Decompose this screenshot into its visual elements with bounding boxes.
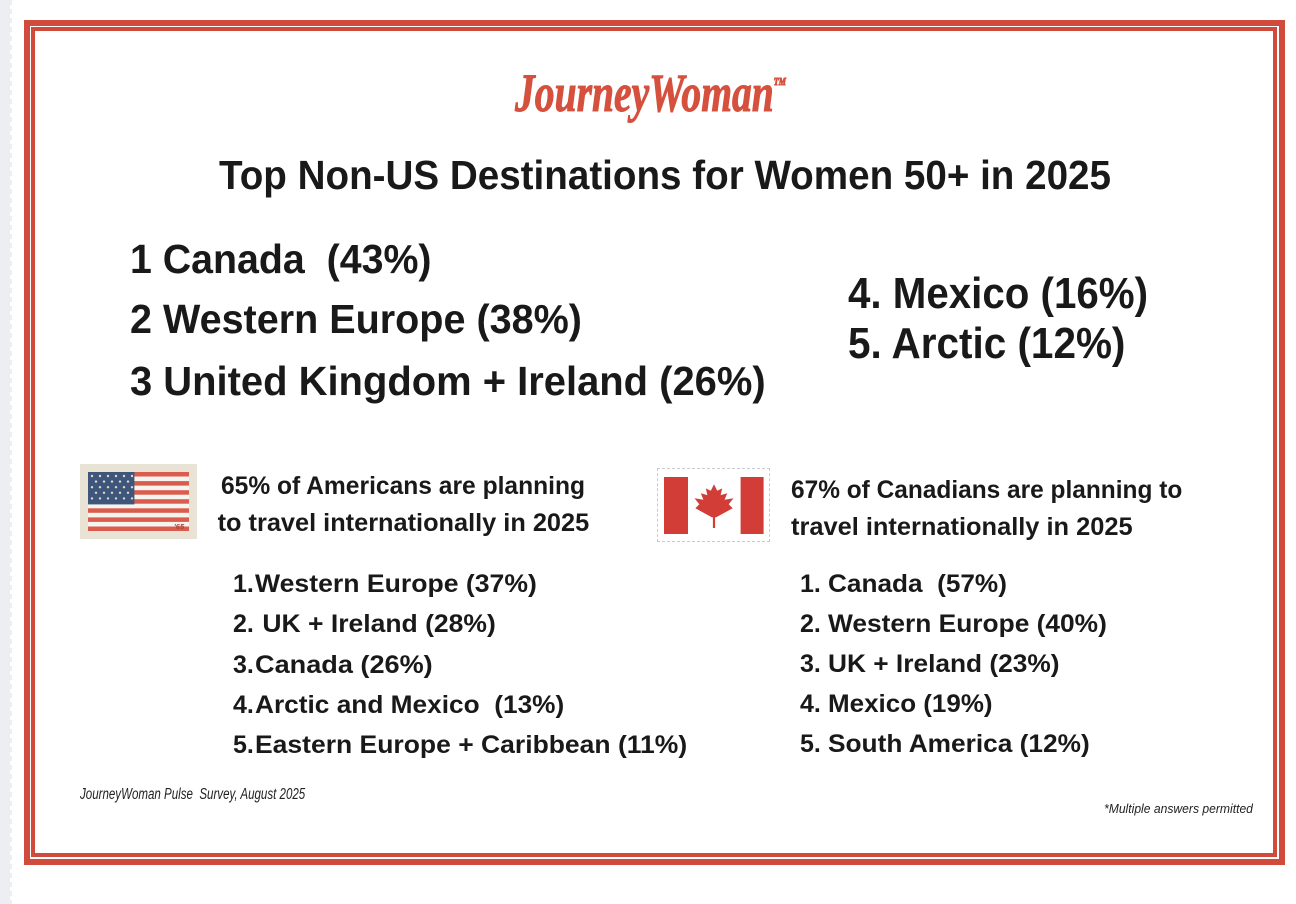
svg-text:'65: '65: [174, 522, 185, 531]
